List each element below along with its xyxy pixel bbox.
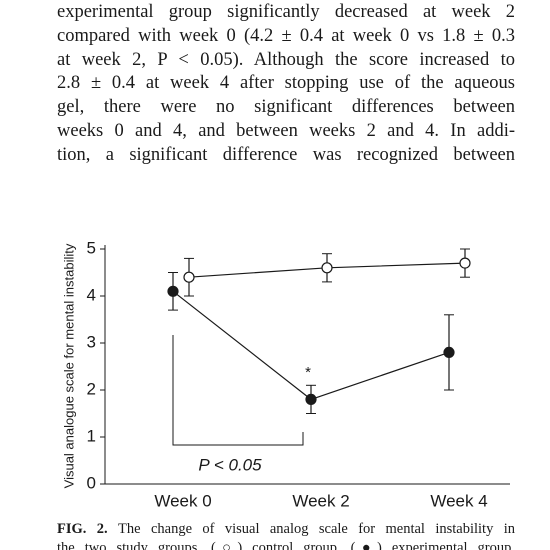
text-line: weeks 0 and 4, and between weeks 2 and 4… — [57, 120, 515, 141]
significance-star: * — [305, 364, 311, 381]
x-tick-label: Week 4 — [430, 491, 487, 510]
data-point — [183, 271, 195, 283]
text-line: gel, there were no significant differenc… — [57, 97, 515, 118]
series-line — [172, 290, 450, 401]
data-point — [443, 346, 455, 358]
data-point — [167, 285, 179, 297]
caption-label: FIG. 2. — [57, 521, 108, 537]
x-tick-label: Week 2 — [292, 491, 349, 510]
text-line: compared with week 0 (4.2 ± 0.4 at week … — [57, 25, 515, 46]
text-line: tion, a significant difference was recog… — [57, 144, 515, 165]
text-line: at week 2, P < 0.05). Although the score… — [57, 49, 515, 70]
caption-line: the two study groups. (○) control group,… — [57, 540, 515, 550]
y-tick-label: 1 — [87, 426, 96, 445]
body-text: experimental group significantly decreas… — [57, 1, 515, 168]
y-tick-label: 0 — [87, 473, 96, 492]
y-tick-label: 4 — [87, 285, 96, 304]
chart: Visual analogue scale for mental instabi… — [61, 238, 510, 510]
data-point — [459, 257, 471, 269]
text-line: experimental group significantly decreas… — [57, 2, 515, 22]
y-axis-label: Visual analogue scale for mental instabi… — [61, 243, 76, 488]
x-tick-label: Week 0 — [154, 491, 211, 510]
caption-line: FIG. 2. The change of visual analog scal… — [57, 520, 515, 539]
figure-caption: FIG. 2. The change of visual analog scal… — [57, 520, 515, 550]
y-tick-label: 3 — [87, 332, 96, 351]
p-value-label: P < 0.05 — [198, 455, 262, 474]
y-tick-label: 5 — [87, 238, 96, 257]
y-tick-label: 2 — [87, 379, 96, 398]
data-point — [321, 262, 333, 274]
text-line: 2.8 ± 0.4 at week 4 after stopping use o… — [57, 73, 515, 94]
significance-bracket — [172, 335, 304, 446]
caption-text: The change of visual analog scale for me… — [118, 521, 515, 537]
data-point — [305, 393, 317, 405]
